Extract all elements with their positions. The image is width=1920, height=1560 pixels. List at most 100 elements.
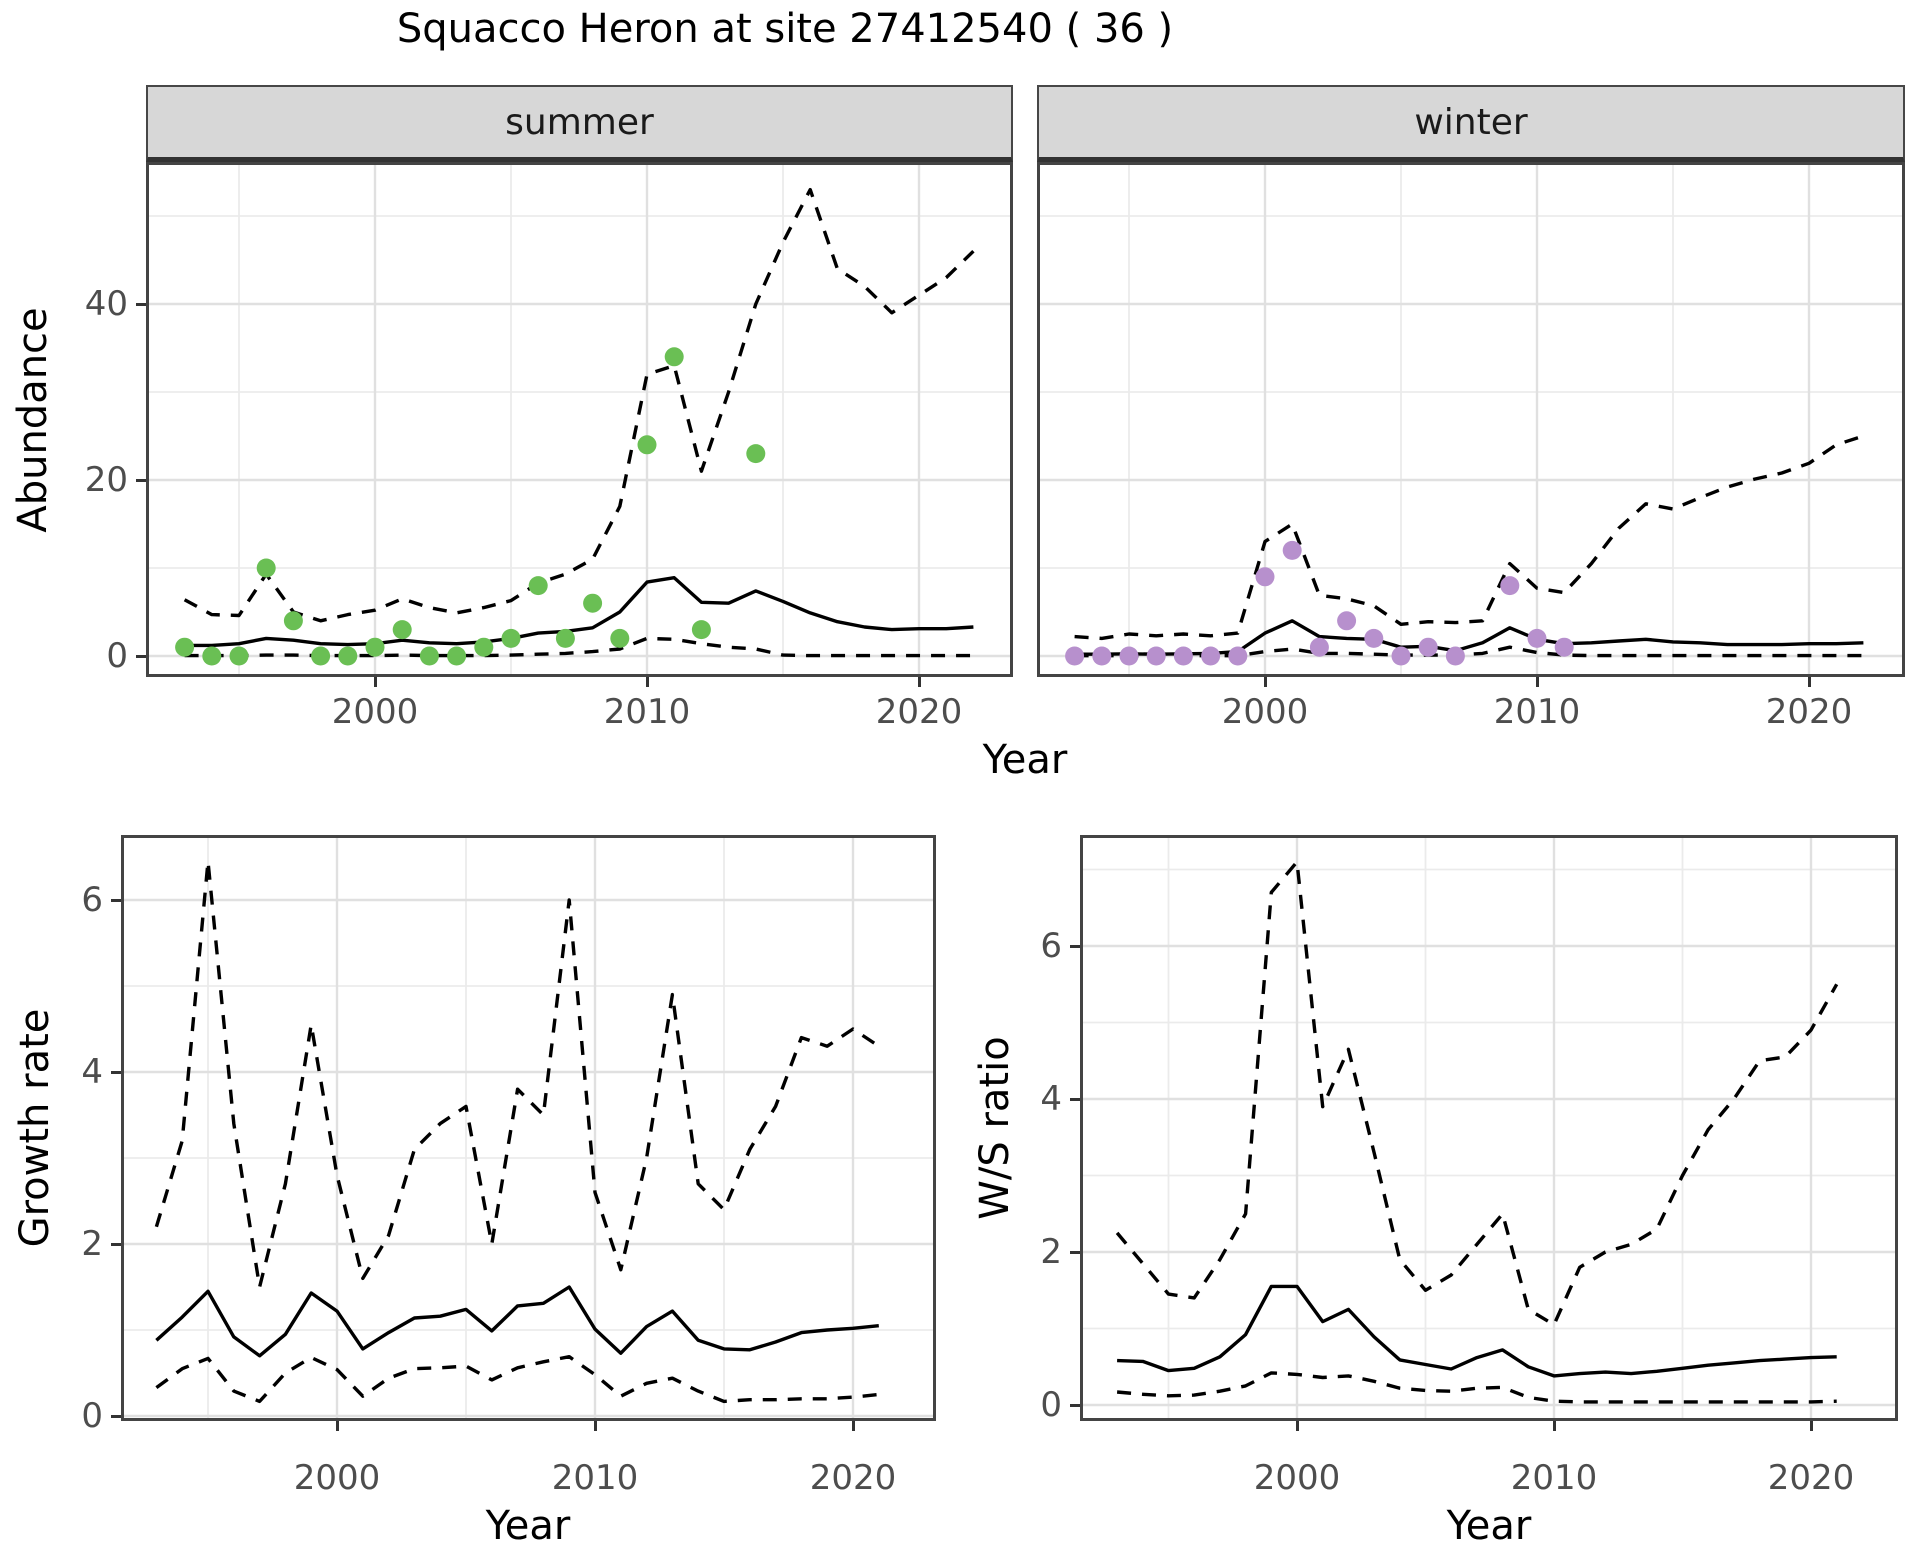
x-tick-mark [1263,677,1267,687]
observed-counts-point [447,646,467,666]
observed-counts-point [1445,646,1465,666]
series-median [1117,1284,1837,1378]
y-tick-label: 40 [84,284,128,324]
observed-counts-point [474,637,494,657]
observed-counts-point [392,620,412,640]
x-tick-label: 2020 [809,1458,897,1498]
observed-counts-point [1201,646,1221,666]
observed-counts-point [311,646,331,666]
x-tick-label: 2010 [1510,1458,1598,1498]
observed-counts-point [365,637,385,657]
observed-counts-point [746,444,766,464]
x-axis-title-year-top: Year [982,737,1068,783]
x-tick-mark [645,677,649,687]
y-tick-mark [1070,1403,1080,1407]
y-tick-label: 2 [1040,1232,1062,1272]
observed-counts-point [1418,637,1438,657]
observed-counts-point [1527,628,1547,648]
panel-growth-rate [121,835,936,1421]
x-tick-label: 2000 [1221,692,1309,732]
observed-counts-point [1500,576,1520,596]
series-upper-credible [1074,434,1864,641]
x-tick-label: 2010 [551,1458,639,1498]
x-tick-mark [851,1421,855,1431]
y-tick-mark [111,1414,121,1418]
x-tick-mark [1807,677,1811,687]
observed-counts-point [1309,637,1329,657]
y-tick-label: 4 [1040,1079,1062,1119]
facet-strip-winter: winter [1037,85,1905,162]
y-tick-mark [136,654,146,658]
panel-abundance-summer [146,162,1013,677]
observed-counts-point [1255,567,1275,587]
observed-counts-point [283,611,303,631]
x-tick-label: 2020 [875,692,963,732]
y-tick-label: 0 [81,1396,103,1436]
y-tick-label: 4 [81,1052,103,1092]
panel-abundance-winter [1037,162,1905,677]
y-tick-mark [1070,944,1080,948]
y-tick-mark [1070,1097,1080,1101]
series-upper-credible [1115,860,1839,1327]
observed-counts-point [1364,628,1384,648]
observed-counts-point [1391,646,1411,666]
observed-counts-point [664,347,684,367]
observed-counts-point [1282,540,1302,560]
observed-counts-point [528,576,548,596]
x-tick-label: 2020 [1767,1458,1855,1498]
y-tick-label: 20 [84,460,128,500]
observed-counts-point [256,558,276,578]
series-median [155,1285,879,1358]
x-tick-mark [917,677,921,687]
observed-counts-point [1092,646,1112,666]
x-tick-label: 2010 [1493,692,1581,732]
y-tick-label: 0 [1040,1385,1062,1425]
y-tick-mark [136,302,146,306]
y-tick-mark [1070,1250,1080,1254]
x-tick-mark [1295,1421,1299,1431]
observed-counts-point [1554,637,1574,657]
y-tick-label: 2 [81,1224,103,1264]
observed-counts-point [338,646,358,666]
x-tick-label: 2000 [1253,1458,1341,1498]
x-tick-mark [1809,1421,1813,1431]
y-tick-mark [136,478,146,482]
series-median [1074,619,1864,656]
y-tick-label: 0 [106,636,128,676]
page-title: Squacco Heron at site 27412540 ( 36 ) [396,6,1174,52]
observed-counts-point [555,628,575,648]
facet-strip-winter-label: winter [1414,101,1528,143]
observed-counts-point [501,628,521,648]
series-upper-credible [183,187,975,623]
facet-strip-summer: summer [146,85,1013,162]
observed-counts-point [583,593,603,613]
observed-counts-point [1119,646,1139,666]
observed-counts-point [637,435,657,455]
observed-counts-point [1146,646,1166,666]
observed-counts-point [1065,646,1085,666]
x-tick-label: 2000 [293,1458,381,1498]
x-tick-mark [593,1421,597,1431]
observed-counts-point [419,646,439,666]
x-tick-mark [1552,1421,1556,1431]
observed-counts-point [202,646,222,666]
y-axis-title-growth-rate: Growth rate [12,1008,58,1248]
facet-strip-summer-label: summer [505,101,654,143]
observed-counts-point [229,646,249,666]
x-tick-mark [1535,677,1539,687]
y-tick-label: 6 [81,880,103,920]
series-lower-credible [155,1355,879,1404]
y-tick-label: 6 [1040,926,1062,966]
observed-counts-point [175,637,195,657]
y-axis-title-abundance: Abundance [10,307,56,533]
observed-counts-point [1228,646,1248,666]
x-tick-mark [335,1421,339,1431]
observed-counts-point [1337,611,1357,631]
y-tick-mark [111,1070,121,1074]
x-tick-label: 2000 [331,692,419,732]
panel-ws-ratio [1080,835,1898,1421]
series-lower-credible [1116,1371,1837,1404]
observed-counts-point [1173,646,1193,666]
series-median [184,576,974,648]
x-tick-label: 2010 [603,692,691,732]
